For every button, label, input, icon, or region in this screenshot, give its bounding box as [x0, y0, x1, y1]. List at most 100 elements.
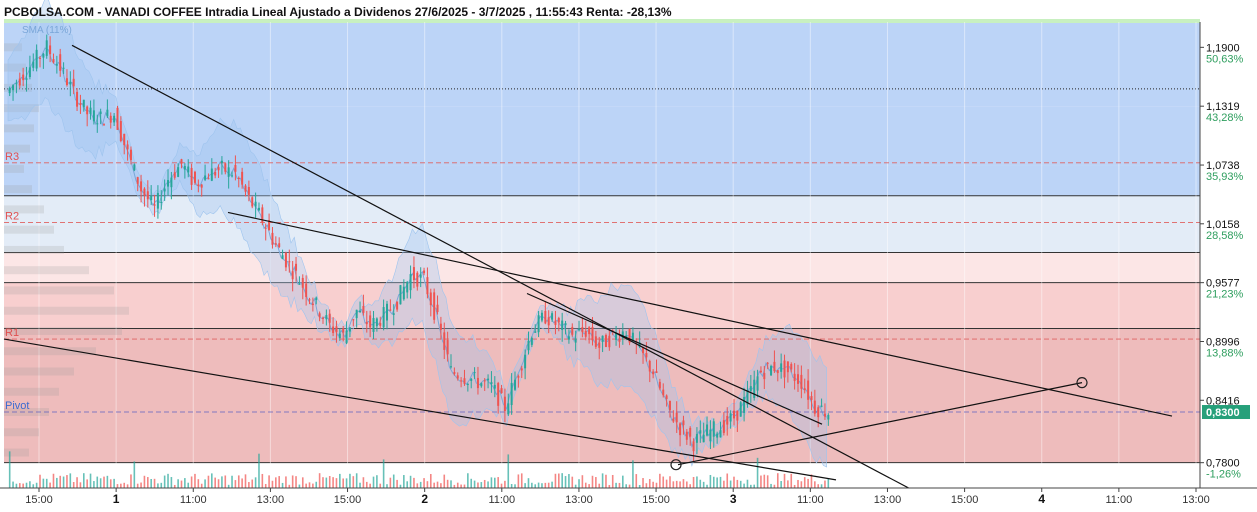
candle-body	[749, 386, 752, 392]
candle-body	[652, 371, 655, 375]
volume-bar	[426, 481, 429, 488]
volume-profile-bar	[4, 225, 54, 234]
candle-body	[207, 178, 210, 180]
volume-bar	[214, 477, 216, 488]
volume-bar	[305, 483, 307, 488]
candle-body	[15, 83, 18, 85]
volume-bar	[547, 482, 550, 488]
volume-bar	[275, 477, 277, 488]
time-tick-label: 15:00	[334, 494, 362, 506]
candle-body	[514, 379, 517, 390]
candle-body	[8, 88, 11, 94]
candle-body	[598, 342, 601, 348]
candle-body	[571, 326, 574, 335]
candle-body	[648, 360, 651, 372]
volume-bar	[396, 479, 398, 488]
candle-body	[807, 380, 810, 400]
candle-body	[328, 313, 331, 323]
volume-bar	[793, 484, 796, 488]
candle-body	[810, 396, 813, 400]
volume-profile-bar	[4, 63, 26, 72]
volume-bar	[726, 473, 729, 488]
candle-body	[301, 277, 304, 288]
volume-bar	[365, 481, 368, 488]
time-tick-label: 11:00	[1106, 494, 1133, 506]
volume-bar	[103, 476, 105, 488]
chart-title: PCBOLSA.COM - VANADI COFFEE Intradia Lin…	[4, 5, 672, 19]
candle-body	[288, 261, 291, 263]
candle-body	[372, 317, 375, 332]
volume-bar	[416, 483, 419, 488]
candle-body	[379, 323, 382, 326]
volume-bar	[638, 484, 641, 488]
price-level-pct: 35,93%	[1206, 171, 1244, 183]
candle-body	[133, 164, 136, 171]
candle-body	[813, 400, 816, 414]
volume-bar	[520, 473, 523, 488]
candle-body	[692, 441, 695, 452]
candle-body	[352, 319, 355, 321]
candle-body	[12, 85, 15, 91]
volume-bar	[561, 473, 563, 488]
candle-body	[295, 263, 298, 271]
volume-bar	[271, 480, 274, 488]
price-level-pct: 50,63%	[1206, 53, 1244, 65]
volume-bar	[399, 484, 402, 488]
candle-body	[274, 243, 277, 245]
candle-body	[193, 171, 196, 183]
candle-body	[527, 340, 530, 351]
volume-bar	[150, 479, 152, 488]
current-price-label: 0,8300	[1206, 407, 1240, 419]
volume-bar	[126, 484, 129, 488]
candle-body	[69, 81, 72, 85]
candle-body	[685, 431, 688, 440]
candle-body	[628, 328, 631, 343]
candle-body	[82, 99, 85, 108]
volume-bar	[712, 476, 715, 488]
candle-body	[466, 384, 469, 386]
pivot-label-pivot: Pivot	[5, 400, 29, 412]
candle-body	[534, 331, 537, 333]
volume-bar	[285, 476, 287, 488]
candle-body	[726, 415, 729, 425]
candle-body	[456, 375, 459, 379]
candle-body	[564, 323, 567, 326]
candle-body	[510, 382, 513, 406]
trend-line	[227, 211, 1173, 417]
candle-body	[204, 175, 207, 180]
candle-body	[450, 366, 453, 368]
volume-bar	[743, 483, 745, 488]
volume-bar	[72, 482, 75, 488]
volume-bar	[403, 475, 405, 488]
volume-bar	[618, 482, 621, 488]
time-tick-label: 13:00	[565, 494, 593, 506]
time-tick-label: 2	[421, 492, 428, 506]
candle-body	[463, 378, 466, 384]
candle-body	[773, 361, 776, 372]
time-tick-label: 4	[1038, 492, 1045, 506]
candle-body	[305, 283, 308, 297]
candle-body	[227, 167, 230, 177]
volume-bar	[133, 461, 136, 488]
trend-lines	[3, 44, 1173, 496]
candle-body	[790, 364, 793, 370]
candle-body	[608, 335, 611, 348]
candle-body	[190, 167, 193, 185]
candle-body	[396, 301, 399, 310]
price-band	[4, 252, 1200, 283]
volume-bar	[635, 474, 638, 488]
candle-body	[129, 149, 132, 161]
candle-body	[375, 318, 378, 327]
candle-body	[743, 396, 746, 413]
candle-body	[699, 430, 702, 434]
volume-bar	[29, 481, 31, 488]
candle-body	[419, 274, 422, 278]
volume-bar	[615, 482, 617, 488]
candle-body	[706, 424, 709, 436]
volume-bar	[473, 480, 476, 488]
candle-body	[39, 57, 42, 59]
candle-body	[106, 109, 109, 117]
volume-bar	[470, 478, 473, 488]
volume-bar	[66, 475, 68, 488]
candle-body	[79, 103, 82, 105]
